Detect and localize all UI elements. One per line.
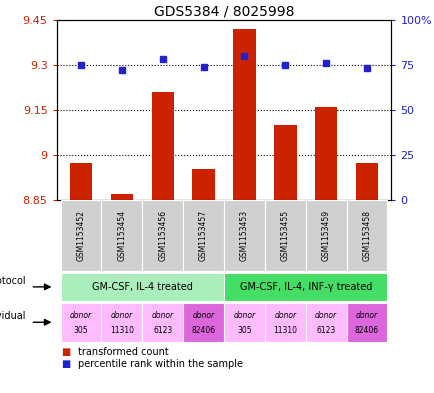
Text: 82406: 82406 <box>354 327 378 335</box>
Bar <box>224 200 264 271</box>
Bar <box>101 303 142 342</box>
Text: donor: donor <box>111 311 133 320</box>
Bar <box>151 92 174 200</box>
Bar <box>224 303 264 342</box>
Title: GDS5384 / 8025998: GDS5384 / 8025998 <box>154 4 293 18</box>
Bar <box>110 194 133 200</box>
Bar <box>70 163 92 200</box>
Text: ■: ■ <box>61 359 70 369</box>
Bar <box>101 200 142 271</box>
Bar <box>60 200 101 271</box>
Text: individual: individual <box>0 311 26 321</box>
Bar <box>264 303 305 342</box>
Bar <box>224 273 387 301</box>
Bar <box>346 303 387 342</box>
Text: donor: donor <box>355 311 377 320</box>
Bar <box>273 125 296 200</box>
Text: donor: donor <box>233 311 255 320</box>
Text: 305: 305 <box>74 327 88 335</box>
Text: 11310: 11310 <box>110 327 134 335</box>
Bar <box>60 273 224 301</box>
Text: GSM1153453: GSM1153453 <box>240 210 248 261</box>
Bar <box>355 163 377 200</box>
Text: 11310: 11310 <box>273 327 296 335</box>
Text: GSM1153452: GSM1153452 <box>76 210 85 261</box>
Text: GSM1153457: GSM1153457 <box>199 210 207 261</box>
Bar <box>60 303 101 342</box>
Bar <box>305 200 346 271</box>
Bar <box>183 200 224 271</box>
Bar <box>305 303 346 342</box>
Text: GSM1153454: GSM1153454 <box>117 210 126 261</box>
Text: GM-CSF, IL-4 treated: GM-CSF, IL-4 treated <box>92 282 192 292</box>
Text: GM-CSF, IL-4, INF-γ treated: GM-CSF, IL-4, INF-γ treated <box>239 282 371 292</box>
Text: 82406: 82406 <box>191 327 215 335</box>
Text: 6123: 6123 <box>316 327 335 335</box>
Text: transformed count: transformed count <box>78 347 169 356</box>
Text: 6123: 6123 <box>153 327 172 335</box>
Bar <box>192 169 214 200</box>
Text: ■: ■ <box>61 347 70 356</box>
Text: GSM1153458: GSM1153458 <box>362 210 371 261</box>
Text: donor: donor <box>314 311 336 320</box>
Text: protocol: protocol <box>0 276 26 286</box>
Bar <box>264 200 305 271</box>
Bar <box>346 200 387 271</box>
Bar <box>183 303 224 342</box>
Bar <box>314 107 337 200</box>
Bar <box>233 29 255 200</box>
Bar <box>142 303 183 342</box>
Text: donor: donor <box>70 311 92 320</box>
Text: GSM1153459: GSM1153459 <box>321 210 330 261</box>
Text: donor: donor <box>273 311 296 320</box>
Text: 305: 305 <box>237 327 251 335</box>
Text: GSM1153455: GSM1153455 <box>280 210 289 261</box>
Text: donor: donor <box>192 311 214 320</box>
Text: donor: donor <box>151 311 174 320</box>
Text: GSM1153456: GSM1153456 <box>158 210 167 261</box>
Text: percentile rank within the sample: percentile rank within the sample <box>78 359 243 369</box>
Bar <box>142 200 183 271</box>
